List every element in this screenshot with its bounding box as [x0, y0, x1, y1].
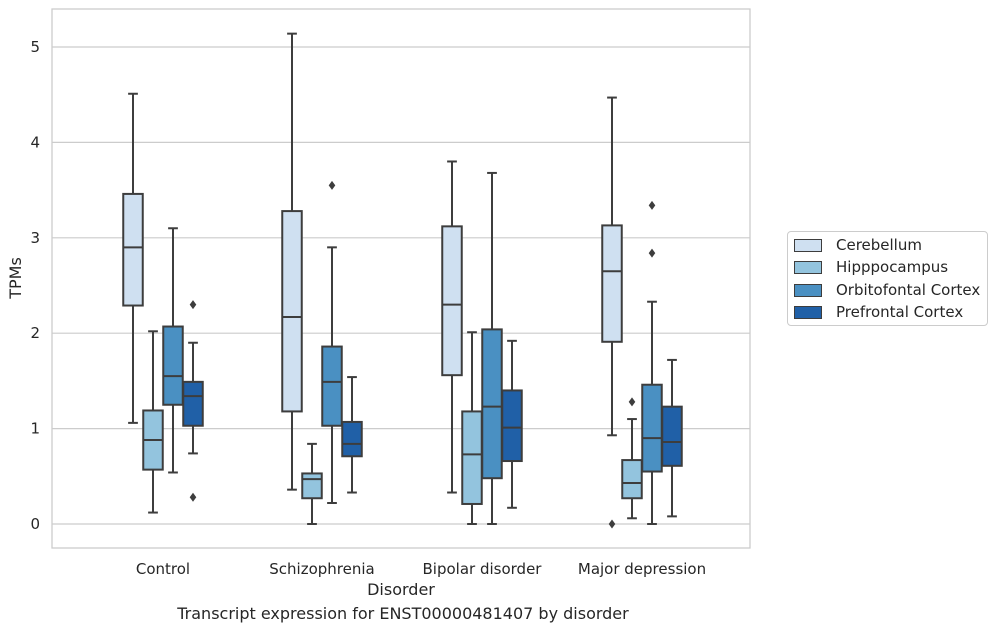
box-body	[481, 328, 503, 480]
legend-item-prefrontal-cortex: Prefrontal Cortex	[794, 302, 963, 322]
box-body	[641, 383, 663, 473]
outlier-point	[648, 200, 656, 210]
x-tick-labels: Control Schizophrenia Bipolar disorder Majo…	[136, 560, 706, 578]
x-tick-label: Major depression	[578, 560, 706, 578]
y-tick-label: 2	[30, 324, 40, 342]
legend-label: Cerebellum	[836, 236, 922, 254]
legend-label: Orbitofontal Cortex	[836, 281, 981, 299]
legend-item-cerebellum: Cerebellum	[794, 235, 922, 255]
outlier-point	[328, 180, 336, 190]
box-body	[122, 192, 144, 307]
x-tick-label: Schizophrenia	[269, 560, 374, 578]
box-body	[182, 380, 204, 427]
box-2-0	[162, 227, 184, 474]
chart-caption: Transcript expression for ENST0000048140…	[177, 604, 629, 623]
box-1-2	[461, 331, 483, 525]
plot-frame	[51, 8, 751, 549]
legend-swatch	[794, 305, 822, 319]
x-axis-label: Disorder	[367, 580, 435, 599]
outlier-point	[648, 248, 656, 258]
legend-item-orbitofrontal-cortex: Orbitofontal Cortex	[794, 280, 980, 300]
x-tick-label: Control	[136, 560, 190, 578]
box-3-1	[341, 376, 363, 494]
box-0-2	[441, 160, 463, 494]
outlier-point	[628, 397, 636, 407]
y-tick-label: 0	[30, 515, 40, 533]
box-2-2	[481, 171, 503, 525]
outlier-point	[608, 519, 616, 529]
y-tick-label: 3	[30, 229, 40, 247]
legend-item-hippocampus: Hipppocampus	[794, 257, 948, 277]
box-3-0	[182, 300, 204, 502]
legend-swatch	[794, 238, 822, 252]
box-0-0	[122, 92, 144, 424]
y-tick-label: 4	[30, 133, 40, 151]
box-body	[321, 345, 343, 427]
box-body	[341, 420, 363, 458]
box-1-1	[301, 442, 323, 525]
box-1-0	[142, 330, 164, 514]
box-body	[661, 405, 683, 467]
legend-swatch	[794, 283, 822, 297]
box-body	[281, 210, 303, 413]
legend: Cerebellum Hipppocampus Orbitofontal Cor…	[787, 231, 988, 326]
y-tick-labels: 0 1 2 3 4 5	[30, 38, 40, 533]
box-body	[501, 389, 523, 463]
outlier-point	[189, 492, 197, 502]
boxes	[122, 32, 683, 529]
box-body	[601, 224, 623, 343]
box-1-3	[621, 397, 643, 520]
y-tick-label: 5	[30, 38, 40, 56]
outlier-point	[189, 300, 197, 310]
legend-label: Hipppocampus	[836, 258, 949, 276]
box-0-3	[601, 96, 623, 529]
box-body	[461, 410, 483, 505]
x-tick-label: Bipolar disorder	[423, 560, 543, 578]
box-body	[621, 459, 643, 500]
box-0-1	[281, 32, 303, 491]
legend-label: Prefrontal Cortex	[836, 303, 964, 321]
legend-swatch	[794, 260, 822, 274]
y-axis-label: TPMs	[6, 257, 25, 300]
y-tick-label: 1	[30, 420, 40, 438]
box-body	[441, 225, 463, 377]
box-2-3	[641, 200, 663, 525]
box-3-2	[501, 339, 523, 509]
box-3-3	[661, 358, 683, 518]
box-2-1	[321, 180, 343, 505]
box-body	[162, 325, 184, 406]
box-body	[301, 472, 323, 500]
